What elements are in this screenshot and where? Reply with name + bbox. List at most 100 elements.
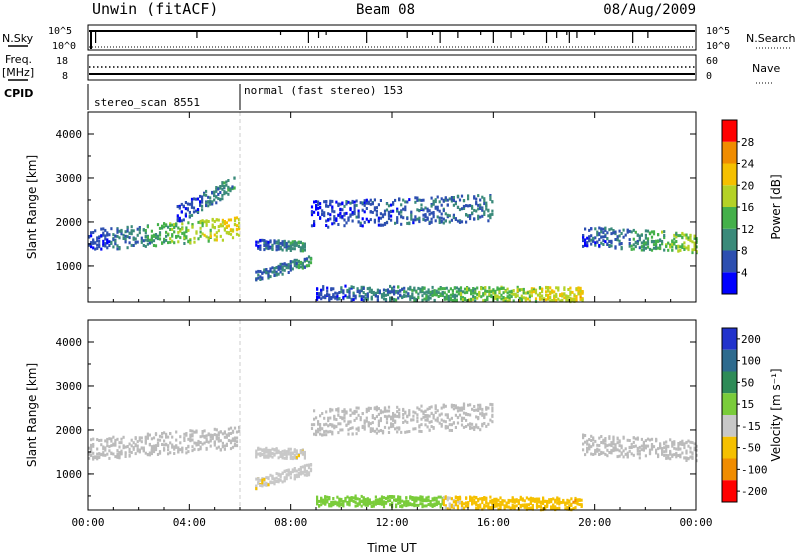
data-cell [190,202,194,206]
data-cell [395,503,398,507]
data-cell [393,498,396,502]
data-cell [404,419,407,423]
data-cell [150,234,153,238]
data-cell [652,232,656,236]
data-cell [608,451,611,454]
data-cell [505,503,508,507]
data-cell [215,195,218,199]
data-cell [173,230,176,234]
data-cell [342,500,345,503]
data-cell [332,497,335,500]
data-cell [462,411,466,415]
data-cell [521,504,524,507]
data-cell [277,456,280,460]
data-cell [673,237,676,241]
data-cell [404,430,407,434]
data-cell [156,237,160,241]
data-cell [229,447,233,451]
data-cell [409,295,412,299]
data-cell [565,299,568,303]
data-cell [610,244,613,248]
data-cell [396,405,399,409]
data-cell [211,200,214,204]
data-cell [203,434,206,438]
data-cell [586,450,589,454]
data-cell [213,233,216,237]
data-cell [403,501,406,504]
data-cell [618,440,621,444]
x-tick-label: 00:00 [679,516,712,529]
data-cell [502,296,505,299]
data-cell [606,231,609,235]
data-cell [547,286,550,289]
data-cell [371,416,374,420]
data-cell [412,418,415,422]
data-cell [285,452,288,456]
data-cell [458,198,462,202]
data-cell [152,239,156,243]
data-cell [100,443,103,447]
data-cell [299,467,302,471]
data-cell [590,445,593,449]
data-cell [481,214,484,218]
data-cell [359,416,362,420]
data-cell [90,448,93,452]
data-cell [269,480,272,484]
time-x-axis: 00:00 04:00 08:00 12:00 16:00 20:00 00:00 [71,320,713,529]
data-cell [344,284,347,288]
data-cell [325,219,328,223]
data-cell [417,292,420,296]
data-cell [400,215,403,219]
data-cell [511,506,514,510]
data-cell [118,441,121,445]
data-cell [499,507,502,511]
data-cell [106,437,109,441]
data-cell [600,227,603,231]
data-cell [269,275,272,279]
data-cell [328,297,331,301]
data-cell [182,204,185,208]
data-cell [602,438,605,442]
data-cell [126,229,129,233]
data-cell [673,446,676,450]
data-cell [273,266,276,270]
data-cell [584,241,587,245]
data-cell [523,499,526,503]
data-cell [366,497,369,501]
data-cell [207,195,210,199]
data-cell [457,288,461,292]
data-cell [275,472,278,476]
data-cell [271,452,274,455]
data-cell [331,432,334,436]
data-cell [332,287,335,291]
data-cell [362,287,365,290]
data-cell [285,477,288,481]
data-cell [665,243,668,247]
data-cell [475,507,478,510]
data-cell [285,469,288,473]
colorbar-segment [722,480,737,502]
data-cell [305,258,309,262]
data-cell [134,240,137,244]
data-cell [450,218,453,222]
data-cell [171,445,174,449]
data-cell [387,217,391,221]
data-cell [689,233,692,237]
colorbar-tick-label: 15 [741,398,754,411]
data-cell [331,430,334,434]
data-cell [281,455,284,459]
data-cell [203,233,206,237]
data-cell [454,406,457,410]
data-cell [104,228,107,232]
data-cell [618,234,621,238]
data-cell [683,442,686,446]
data-cell [343,416,346,420]
data-cell [432,211,435,214]
data-cell [402,198,405,202]
data-cell [626,453,629,457]
data-cell [90,443,93,447]
data-cell [596,447,599,451]
data-cell [291,457,294,461]
data-cell [293,259,296,263]
